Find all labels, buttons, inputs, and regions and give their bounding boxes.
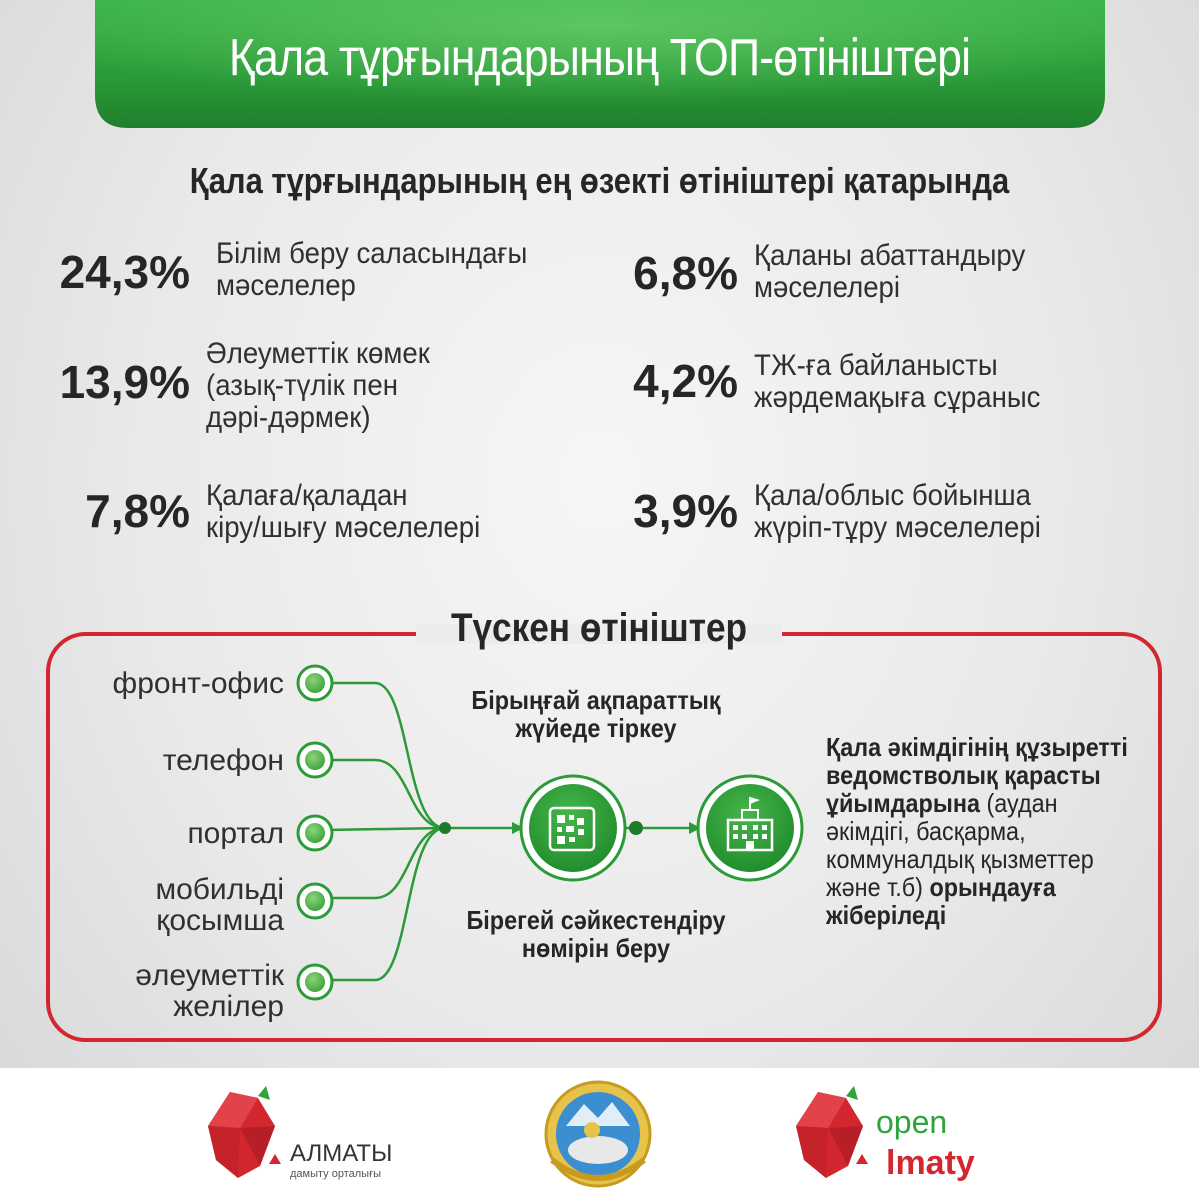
red-gem-icon: [208, 1092, 275, 1178]
stat-percent: 4,2%: [633, 355, 738, 407]
stat-percent: 3,9%: [633, 485, 738, 537]
section-subtitle: Қала тұрғындарының ең өзекті өтініштері …: [189, 160, 1010, 201]
source-node: [296, 882, 334, 920]
city-emblem-icon: [544, 1080, 652, 1188]
source-node: [296, 963, 334, 1001]
stat-text: Білім беру саласындағы мәселелер: [216, 237, 528, 302]
open-logo-top: open: [876, 1104, 948, 1140]
stat-text: ТЖ-ға байланысты жәрдемақыға сұраныс: [754, 349, 1041, 414]
register-label: Бірыңғай ақпараттық жүйеде тіркеу: [471, 685, 721, 743]
stat-percent: 7,8%: [85, 485, 190, 537]
stat-text: Қаланы абаттандыру мәселелері: [754, 239, 1026, 304]
qr-document-icon: [519, 774, 627, 882]
result-bold-end: орындауға жіберіледі: [826, 872, 1056, 930]
stat-text: Әлеуметтік көмек (азық-түлік пен дәрі-дә…: [206, 337, 430, 434]
footer: АЛМАТЫ дамыту орталығы open lmaty: [0, 1068, 1199, 1200]
stat-text: Қалаға/қаладан кіру/шығу мәселелері: [206, 479, 481, 544]
almaty-logo-sub: дамыту орталығы: [290, 1168, 381, 1180]
page-title: Қала тұрғындарының ТОП-өтініштері: [228, 29, 971, 87]
open-almaty-logo: [796, 1086, 868, 1178]
source-node: [296, 741, 334, 779]
open-logo-bottom: lmaty: [886, 1144, 975, 1182]
source-node: [296, 814, 334, 852]
almaty-logo: [208, 1086, 281, 1178]
source-label: портал: [187, 817, 284, 850]
header-banner: Қала тұрғындарының ТОП-өтініштері: [0, 0, 1199, 130]
banner-shape: [95, 0, 1105, 128]
frame-title-gap: [416, 624, 782, 644]
building-icon: [696, 774, 804, 882]
source-label: телефон: [162, 744, 284, 777]
stat-percent: 6,8%: [633, 247, 738, 299]
stat-percent: 13,9%: [59, 356, 190, 408]
id-label: Бірегей сәйкестендіру нөмірін беру: [466, 905, 726, 963]
source-label: мобильді қосымша: [155, 873, 284, 937]
flow-title: Түскен өтініштер: [450, 606, 748, 650]
source-label: әлеуметтік желілер: [135, 959, 284, 1023]
result-bold-main: Қала әкімдігінің құзыретті ведомстволық …: [826, 732, 1128, 818]
source-node: [296, 664, 334, 702]
result-text: Қала әкімдігінің құзыретті ведомстволық …: [826, 733, 1132, 929]
result-detail: (аудан әкімдігі, басқарма, коммуналдық қ…: [826, 788, 1094, 902]
stat-percent: 24,3%: [59, 246, 190, 298]
red-gem-icon: [796, 1092, 863, 1178]
stat-text: Қала/облыс бойынша жүріп-тұру мәселелері: [754, 479, 1041, 544]
almaty-logo-name: АЛМАТЫ: [290, 1140, 393, 1167]
source-label: фронт-офис: [112, 667, 284, 700]
